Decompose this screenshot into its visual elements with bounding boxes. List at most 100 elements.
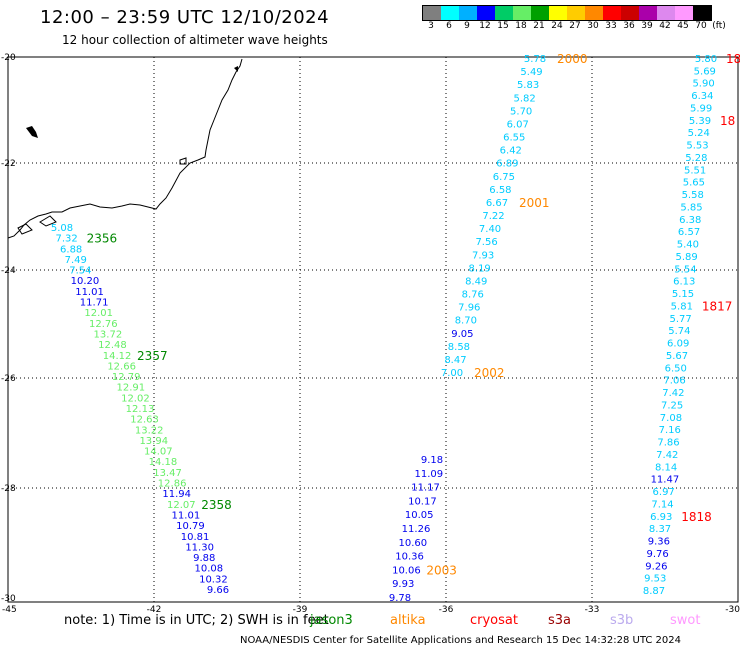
swh-value: 9.05 xyxy=(451,329,473,340)
swh-value: 8.58 xyxy=(448,342,470,353)
swh-value: 9.93 xyxy=(392,579,414,590)
swh-value: 13.47 xyxy=(153,468,182,479)
swh-value: 10.60 xyxy=(398,538,427,549)
coastline xyxy=(7,58,243,239)
legend-swatch xyxy=(477,6,495,20)
swh-value: 7.06 xyxy=(663,376,685,387)
lon-tick-label: -39 xyxy=(293,605,308,615)
legend-label: 12 xyxy=(479,21,491,31)
swh-value: 7.42 xyxy=(662,388,684,399)
legend-label: 15 xyxy=(497,21,509,31)
swh-value: 6.13 xyxy=(673,277,695,288)
swh-value: 6.89 xyxy=(496,159,518,170)
legend-label: (ft) xyxy=(712,21,726,31)
legend-label: 24 xyxy=(551,21,563,31)
time-label: 18 xyxy=(720,114,735,128)
legend-label: 42 xyxy=(659,21,671,31)
swh-value: 5.67 xyxy=(666,351,688,362)
swh-value: 6.50 xyxy=(665,363,687,374)
swh-value: 7.96 xyxy=(458,303,480,314)
lon-tick-label: -33 xyxy=(585,605,600,615)
legend-label: 45 xyxy=(677,21,689,31)
swh-value: 7.16 xyxy=(659,425,681,436)
swh-value: 11.30 xyxy=(185,542,214,553)
swh-value: 5.70 xyxy=(510,106,532,117)
swh-value: 7.93 xyxy=(472,250,494,261)
lon-tick-label: -36 xyxy=(439,605,454,615)
lat-tick-label: -22 xyxy=(1,159,16,169)
swh-value: 12.66 xyxy=(107,361,136,372)
swh-value: 12.01 xyxy=(84,308,113,319)
swh-value: 8.47 xyxy=(444,355,466,366)
note-text: note: 1) Time is in UTC; 2) SWH is in fe… xyxy=(64,613,329,628)
swh-value: 13.72 xyxy=(94,329,123,340)
swh-value: 12.79 xyxy=(112,372,141,383)
legend-label: 18 xyxy=(515,21,527,31)
swh-value: 8.14 xyxy=(655,462,677,473)
satellite-cryosat: cryosat xyxy=(470,613,518,628)
legend-label: 30 xyxy=(587,21,599,31)
swh-value: 6.42 xyxy=(500,146,522,157)
swh-value: 5.39 xyxy=(689,116,711,127)
legend-swatch xyxy=(693,6,711,20)
swh-value: 14.18 xyxy=(149,457,178,468)
legend-swatch xyxy=(639,6,657,20)
lat-lon-grid xyxy=(8,57,738,602)
swh-value: 6.58 xyxy=(489,185,511,196)
map-title: 12:00 – 23:59 UTC 12/10/2024 xyxy=(40,7,330,28)
swh-value: 7.00 xyxy=(441,368,463,379)
legend-label: 39 xyxy=(641,21,653,31)
swh-value: 5.53 xyxy=(686,141,708,152)
swh-value: 5.82 xyxy=(513,93,535,104)
swh-value: 10.17 xyxy=(408,496,437,507)
time-label: 2000 xyxy=(557,52,588,66)
longitude-labels: -45 -42 -39 -36 -33 -30 xyxy=(2,605,740,615)
swh-value: 12.48 xyxy=(98,340,127,351)
swh-value: 11.94 xyxy=(162,489,191,500)
color-legend-labels: 3 6 9 12 15 18 21 24 27 30 33 36 39 42 45 70 (ft) xyxy=(422,21,728,31)
swh-value: 5.78 xyxy=(524,54,546,65)
swh-value: 11.01 xyxy=(75,287,104,298)
swh-value: 5.28 xyxy=(685,153,707,164)
swh-value: 6.55 xyxy=(503,133,525,144)
swh-value: 7.54 xyxy=(69,266,91,277)
swh-value: 12.86 xyxy=(158,479,187,490)
swh-value: 5.77 xyxy=(669,314,691,325)
legend-label: 21 xyxy=(533,21,545,31)
swh-value: 5.65 xyxy=(683,178,705,189)
swh-value: 13.94 xyxy=(139,436,168,447)
swh-value: 5.90 xyxy=(692,79,714,90)
swh-value: 9.66 xyxy=(207,585,229,596)
swh-value: 11.17 xyxy=(411,483,440,494)
time-label: 2001 xyxy=(519,196,550,210)
swh-value: 5.40 xyxy=(677,240,699,251)
satellite-altika: altika xyxy=(390,613,426,628)
island xyxy=(179,157,187,165)
swh-value: 10.32 xyxy=(199,574,228,585)
time-label: 2356 xyxy=(87,232,118,246)
swh-value: 5.08 xyxy=(51,223,73,234)
lat-tick-label: -30 xyxy=(1,594,16,604)
legend-swatch xyxy=(423,6,441,20)
color-legend xyxy=(422,5,712,21)
legend-swatch xyxy=(513,6,531,20)
altimeter-tracks: 5.087.326.887.497.5410.2011.0111.7112.01… xyxy=(51,52,740,604)
satellite-s3b: s3b xyxy=(610,613,634,628)
legend-swatch xyxy=(657,6,675,20)
legend-swatch xyxy=(459,6,477,20)
swh-value: 8.70 xyxy=(455,316,477,327)
swh-value: 12.07 xyxy=(167,500,196,511)
lon-tick-label: -30 xyxy=(725,605,740,615)
swh-value: 8.87 xyxy=(643,586,665,597)
swh-value: 11.71 xyxy=(80,298,109,309)
swh-value: 6.34 xyxy=(691,91,713,102)
swh-value: 5.85 xyxy=(680,202,702,213)
legend-swatch xyxy=(621,6,639,20)
altimeter-track-c: 9.18 11.09 11.17 10.17 10.05 11.26 10.60 10.36 1… xyxy=(389,455,457,604)
time-label: 2357 xyxy=(137,349,168,363)
legend-swatch xyxy=(675,6,693,20)
swh-value: 7.86 xyxy=(657,438,679,449)
swh-value: 12.63 xyxy=(130,415,159,426)
swh-value: 5.89 xyxy=(676,252,698,263)
altimeter-track-b: 5.78 5.49 5.83 5.82 5.70 6.07 6.55 6.42 6.89 6.75… xyxy=(441,52,588,380)
